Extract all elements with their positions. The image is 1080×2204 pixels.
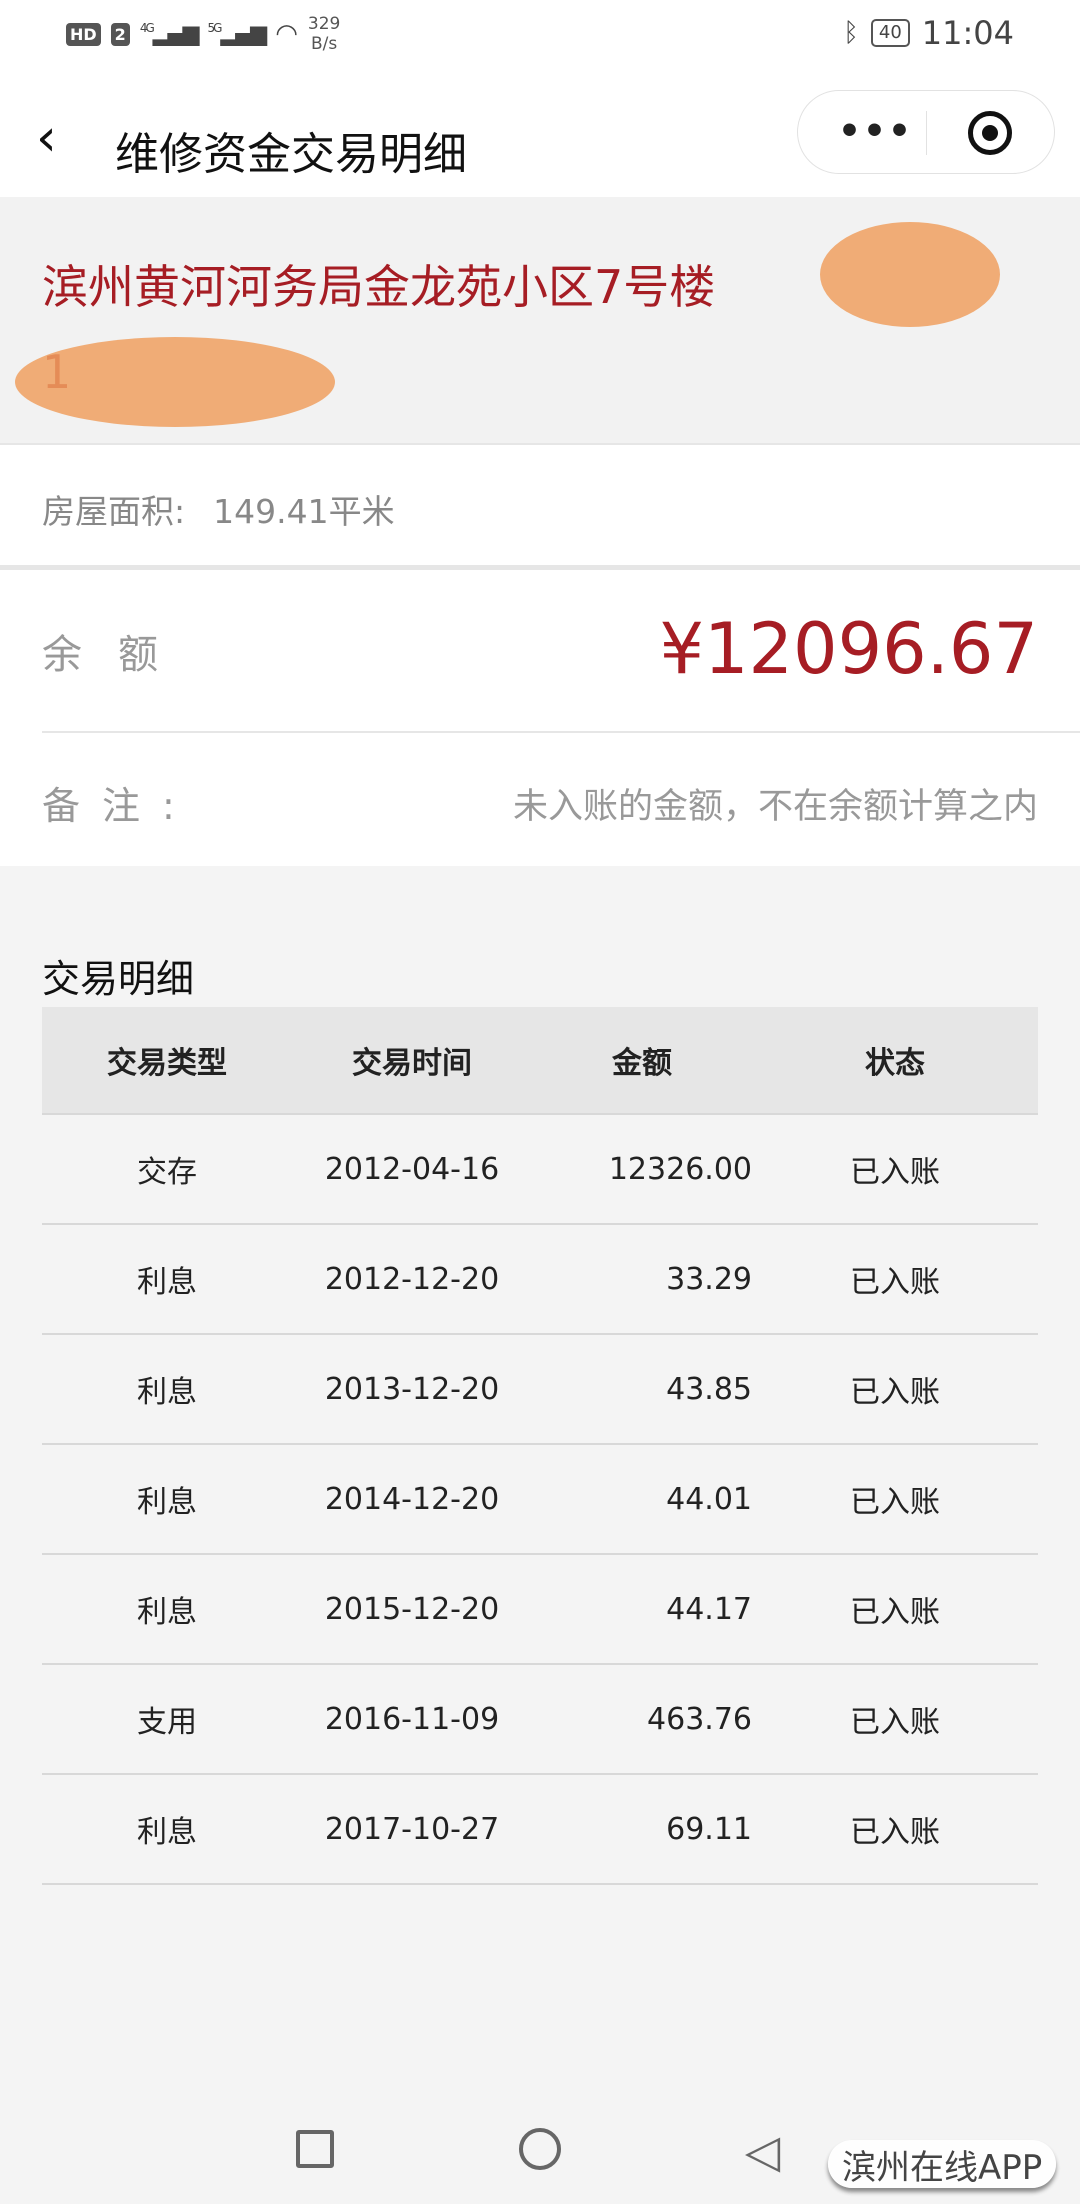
transaction-date: 2016-11-09	[324, 1701, 500, 1737]
watermark-logo: 滨州在线APP	[828, 2140, 1057, 2188]
transaction-amount: 44.01	[666, 1481, 752, 1517]
transaction-date: 2017-10-27	[324, 1811, 500, 1847]
table-row: 利息 2013-12-20 43.85 已入账	[42, 1335, 1038, 1445]
transaction-date: 2014-12-20	[324, 1481, 500, 1517]
transaction-amount: 12326.00	[608, 1151, 752, 1187]
column-header: 金额	[612, 1046, 672, 1081]
redaction-scribble	[820, 222, 1000, 327]
capsule-divider	[926, 111, 927, 155]
transaction-type: 支用	[137, 1705, 197, 1740]
transaction-date: 2013-12-20	[324, 1371, 500, 1407]
back-icon[interactable]: ‹	[36, 108, 57, 168]
transaction-type: 利息	[137, 1375, 197, 1410]
transaction-status: 已入账	[850, 1595, 940, 1630]
transaction-date: 2012-12-20	[324, 1261, 500, 1297]
transaction-status: 已入账	[850, 1815, 940, 1850]
area-label: 房屋面积:	[42, 492, 186, 531]
transaction-type: 利息	[137, 1815, 197, 1850]
transaction-type: 交存	[137, 1155, 197, 1190]
transaction-type: 利息	[137, 1485, 197, 1520]
table-row: 利息 2015-12-20 44.17 已入账	[42, 1555, 1038, 1665]
transaction-status: 已入账	[850, 1485, 940, 1520]
battery-icon: 40	[870, 19, 910, 47]
column-header: 交易时间	[352, 1046, 472, 1081]
transaction-amount: 44.17	[666, 1591, 752, 1627]
close-miniapp-icon[interactable]	[968, 111, 1012, 155]
address-line-1: 滨州黄河河务局金龙苑小区7号楼	[42, 260, 716, 314]
transaction-type: 利息	[137, 1595, 197, 1630]
system-nav-bar: ◁	[0, 2100, 1080, 2204]
sim-icon: 2	[110, 22, 130, 46]
recent-apps-icon[interactable]	[296, 2130, 334, 2168]
back-nav-icon[interactable]: ◁	[745, 2124, 781, 2178]
section-title: 交易明细	[42, 957, 195, 1001]
bluetooth-icon: ᛒ	[843, 18, 859, 48]
note-text: 未入账的金额，不在余额计算之内	[512, 787, 1038, 827]
table-row: 利息 2012-12-20 33.29 已入账	[42, 1225, 1038, 1335]
transaction-status: 已入账	[850, 1265, 940, 1300]
miniapp-capsule: •••	[797, 90, 1055, 174]
area-value: 149.41平米	[213, 492, 395, 531]
transaction-amount: 463.76	[647, 1701, 752, 1737]
nav-header: ‹ 维修资金交易明细 •••	[0, 90, 1080, 197]
balance-card: 余额 ¥12096.67 备注: 未入账的金额，不在余额计算之内	[0, 570, 1080, 866]
note-label: 备注:	[42, 784, 197, 828]
property-address: 滨州黄河河务局金龙苑小区7号楼 1	[0, 197, 1080, 443]
redaction-scribble	[15, 337, 335, 427]
table-row: 交存 2012-04-16 12326.00 已入账	[42, 1115, 1038, 1225]
table-row: 支用 2016-11-09 463.76 已入账	[42, 1665, 1038, 1775]
more-icon[interactable]: •••	[838, 111, 914, 152]
status-bar: HD 2 4G▂▄▆ 5G▂▄▆ ◠ 329 B/s ᛒ 40 11:04	[0, 0, 1080, 90]
page-title: 维修资金交易明细	[115, 129, 467, 180]
table-row: 利息 2017-10-27 69.11 已入账	[42, 1775, 1038, 1885]
transaction-type: 利息	[137, 1265, 197, 1300]
column-header: 交易类型	[107, 1046, 227, 1081]
wifi-icon: ◠	[275, 19, 298, 49]
transaction-status: 已入账	[850, 1155, 940, 1190]
transaction-status: 已入账	[850, 1375, 940, 1410]
clock: 11:04	[921, 14, 1014, 52]
signal-4g-icon: 4G▂▄▆	[139, 21, 200, 47]
transaction-date: 2012-04-16	[324, 1151, 500, 1187]
transaction-amount: 69.11	[666, 1811, 752, 1847]
network-speed: 329 B/s	[307, 14, 341, 54]
area-row: 房屋面积: 149.41平米	[0, 443, 1080, 570]
transaction-amount: 33.29	[666, 1261, 752, 1297]
table-row: 利息 2014-12-20 44.01 已入账	[42, 1445, 1038, 1555]
signal-5g-icon: 5G▂▄▆	[207, 21, 268, 47]
transactions-table: 交易类型 交易时间 金额 状态 交存 2012-04-16 12326.00 已入账利…	[42, 1007, 1038, 1885]
hd-icon: HD	[66, 22, 101, 46]
balance-amount: ¥12096.67	[659, 608, 1038, 690]
table-header: 交易类型 交易时间 金额 状态	[42, 1007, 1038, 1115]
divider	[42, 731, 1080, 733]
transaction-date: 2015-12-20	[324, 1591, 500, 1627]
home-icon[interactable]	[519, 2128, 561, 2170]
balance-label: 余额	[42, 632, 194, 678]
transaction-amount: 43.85	[666, 1371, 752, 1407]
transaction-status: 已入账	[850, 1705, 940, 1740]
column-header: 状态	[865, 1046, 925, 1081]
